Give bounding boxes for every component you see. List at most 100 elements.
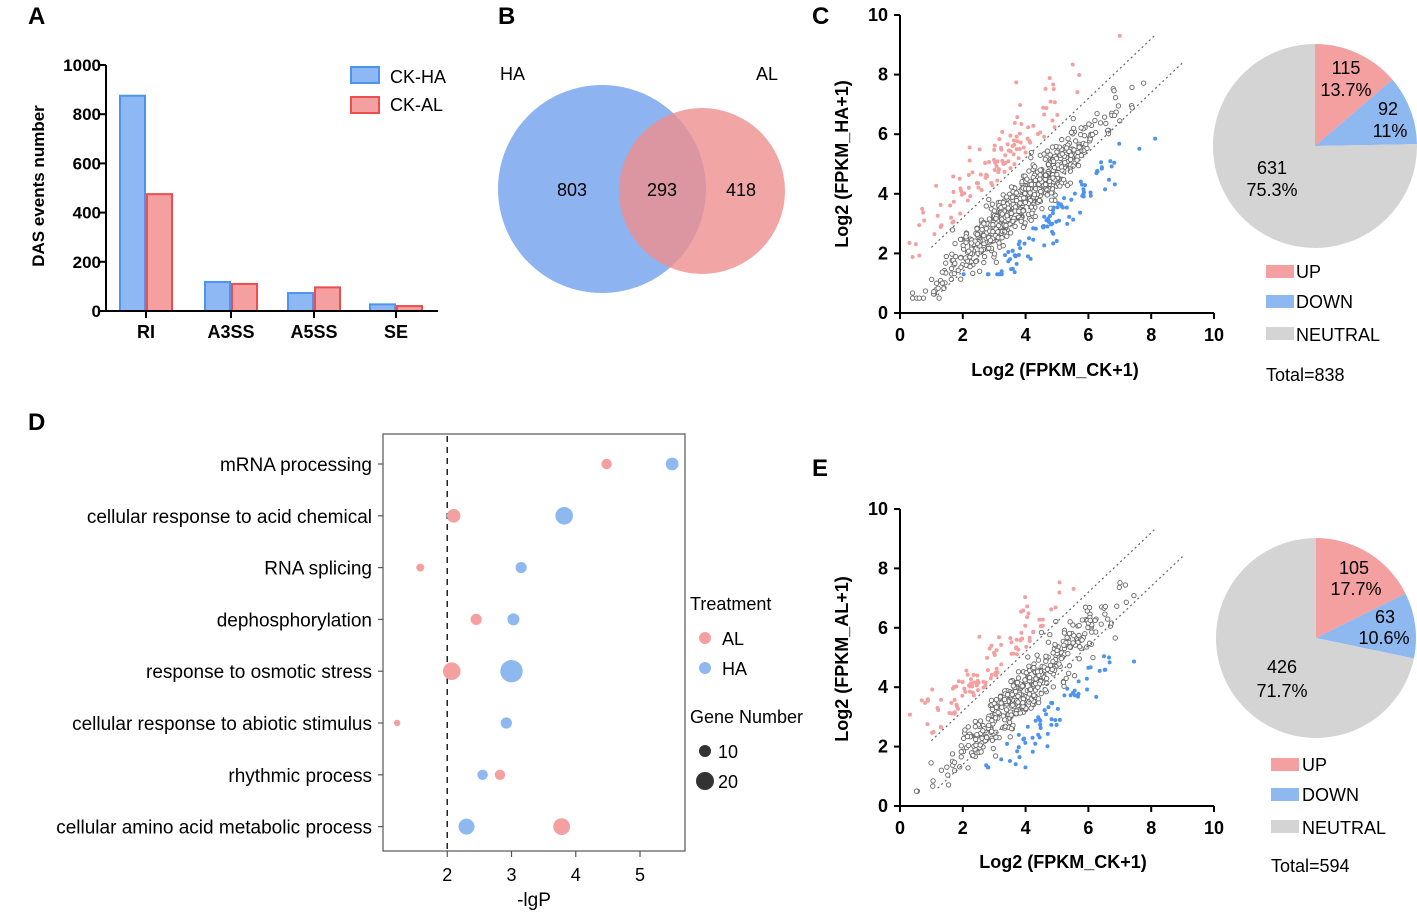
scatter-e-point-red-497 — [977, 634, 982, 639]
scatter-c-point-neutral-562 — [931, 288, 937, 295]
scatter-e-point-blue-550 — [1084, 676, 1089, 681]
scatter-e-point-red-437 — [1025, 615, 1030, 620]
scatter-c-point-red-713 — [1008, 149, 1013, 154]
bubble-ha-cellular-response-to-acid-chemical — [555, 507, 573, 525]
scatter-e-point-neutral-159 — [1008, 725, 1015, 732]
bubble-panel-d: 2 3 4 5 mRNA processing cellular response to … — [56, 433, 803, 911]
scatter-e-point-red-490 — [1008, 636, 1013, 641]
scatter-c-point-neutral-277 — [986, 196, 992, 203]
scatter-e-point-blue-577 — [1065, 686, 1070, 691]
scatter-c-x-tick-label-10: 10 — [1204, 325, 1224, 345]
scatter-e-point-red-484 — [988, 676, 993, 681]
scatter-c-point-neutral-567 — [1076, 144, 1082, 150]
pie-c-up-pct: 13.7% — [1320, 80, 1371, 100]
scatter-e-point-blue-531 — [1023, 765, 1028, 770]
scatter-e-xlabel: Log2 (FPKM_CK+1) — [979, 852, 1147, 872]
scatter-c-point-blue-778 — [1103, 187, 1108, 192]
scatter-c-point-red-659 — [907, 241, 912, 246]
scatter-e-point-red-501 — [930, 730, 935, 735]
scatter-e-point-neutral-401 — [1010, 702, 1016, 708]
bubble-al-rna-splicing — [416, 563, 425, 572]
scatter-c-point-neutral-524 — [1045, 161, 1052, 168]
scatter-c-point-red-656 — [1003, 161, 1008, 166]
scatter-c-point-neutral-587 — [1008, 184, 1015, 190]
scatter-c-point-neutral-580 — [909, 295, 916, 301]
bubble-ha-mrna-processing — [665, 457, 679, 471]
scatter-e-point-neutral-299 — [993, 734, 999, 740]
scatter-c-point-neutral-572 — [1013, 197, 1020, 204]
scatter-c-point-neutral-389 — [1066, 148, 1072, 154]
scatter-e-point-neutral-305 — [1054, 647, 1060, 654]
scatter-c-point-blue-770 — [1055, 205, 1060, 210]
scatter-c-point-blue-753 — [1002, 253, 1007, 258]
bubble-legend-label-al: AL — [722, 629, 744, 649]
scatter-e-point-neutral-415 — [1044, 666, 1051, 672]
scatter-c-point-neutral-529 — [1050, 175, 1056, 181]
scatter-c-point-blue-828 — [1050, 207, 1055, 212]
scatter-c-point-red-722 — [1005, 142, 1010, 147]
scatter-c-point-red-706 — [1012, 142, 1017, 147]
scatter-c-point-blue-799 — [1045, 224, 1050, 229]
y-tick-label-1000: 1000 — [63, 56, 101, 75]
scatter-c-point-neutral-407 — [1067, 156, 1074, 163]
scatter-e-point-red-505 — [975, 681, 980, 686]
scatter-c-point-blue-801 — [1050, 211, 1055, 216]
panel-letter-a: A — [28, 3, 45, 30]
scatter-c-point-red-735 — [974, 181, 979, 186]
scatter-e-point-red-469 — [952, 711, 957, 716]
scatter-e-point-neutral-372 — [974, 731, 980, 738]
pie-e-legend-neutral: NEUTRAL — [1302, 818, 1386, 838]
pie-c-legend-swatch-up — [1266, 265, 1294, 278]
scatter-e-x-tick-label-6: 6 — [1083, 818, 1093, 838]
scatter-c-point-neutral-622 — [1097, 120, 1104, 126]
scatter-c-point-red-731 — [1051, 87, 1056, 92]
scatter-c-point-neutral-615 — [1038, 188, 1044, 195]
scatter-c-point-blue-827 — [1112, 182, 1117, 187]
scatter-c-point-neutral-586 — [1031, 192, 1038, 198]
scatter-e-point-neutral-31 — [972, 718, 978, 725]
scatter-c-point-neutral-508 — [1003, 194, 1010, 200]
scatter-e-point-red-438 — [1037, 617, 1042, 622]
bar-ck-al-ri — [146, 193, 173, 312]
scatter-c-point-blue-825 — [1010, 266, 1015, 271]
scatter-c-point-red-725 — [1021, 145, 1026, 150]
scatter-e-y-tick-label-4: 4 — [878, 677, 888, 697]
scatter-c-point-neutral-609 — [990, 222, 996, 228]
scatter-c-point-neutral-301 — [1070, 163, 1076, 169]
pie-e-legend-swatch-down — [1271, 788, 1299, 801]
scatter-e-point-blue-532 — [1097, 668, 1102, 673]
scatter-c-point-neutral-391 — [1059, 136, 1065, 143]
scatter-c-point-blue-812 — [1054, 238, 1059, 243]
scatter-e-point-neutral-369 — [995, 709, 1001, 716]
legend-label-ck-ha: CK-HA — [390, 67, 446, 87]
scatter-e-point-blue-592 — [1062, 693, 1067, 698]
scatter-c-point-red-661 — [958, 211, 963, 216]
scatter-c-point-red-635 — [1017, 146, 1022, 151]
scatter-c-point-neutral-528 — [981, 259, 987, 266]
scatter-c-point-neutral-552 — [1059, 151, 1066, 157]
scatter-c-point-neutral-542 — [1012, 204, 1019, 210]
x-tick-label-a5ss: A5SS — [290, 322, 337, 342]
scatter-e-point-neutral-21 — [1070, 622, 1076, 628]
scatter-e-point-blue-554 — [1017, 755, 1022, 760]
scatter-e-point-neutral-342 — [1003, 707, 1010, 713]
scatter-c-point-blue-748 — [1071, 217, 1076, 222]
scatter-c-point-neutral-578 — [1062, 160, 1068, 166]
scatter-e-point-red-474 — [935, 705, 940, 710]
bubble-ha-dephosphorylation — [507, 613, 520, 626]
scatter-e-point-blue-544 — [1045, 731, 1050, 736]
scatter-e-point-neutral-49 — [1123, 599, 1129, 605]
scatter-e-point-neutral-365 — [1015, 699, 1021, 705]
scatter-e-point-blue-553 — [1045, 744, 1050, 749]
scatter-c-point-blue-811 — [1027, 236, 1032, 241]
scatter-c-point-neutral-482 — [1013, 190, 1019, 196]
scatter-c-point-blue-760 — [1042, 243, 1047, 248]
scatter-e-point-neutral-417 — [986, 722, 992, 729]
pie-e-neutral-pct: 71.7% — [1256, 681, 1307, 701]
scatter-c-point-blue-803 — [1059, 204, 1064, 209]
scatter-c-point-neutral-533 — [943, 260, 949, 266]
scatter-e-x-tick-label-10: 10 — [1204, 818, 1224, 838]
scatter-c-point-blue-792 — [1051, 241, 1056, 246]
scatter-c-point-blue-766 — [1042, 214, 1047, 219]
scatter-c-point-neutral-51 — [1028, 155, 1034, 161]
